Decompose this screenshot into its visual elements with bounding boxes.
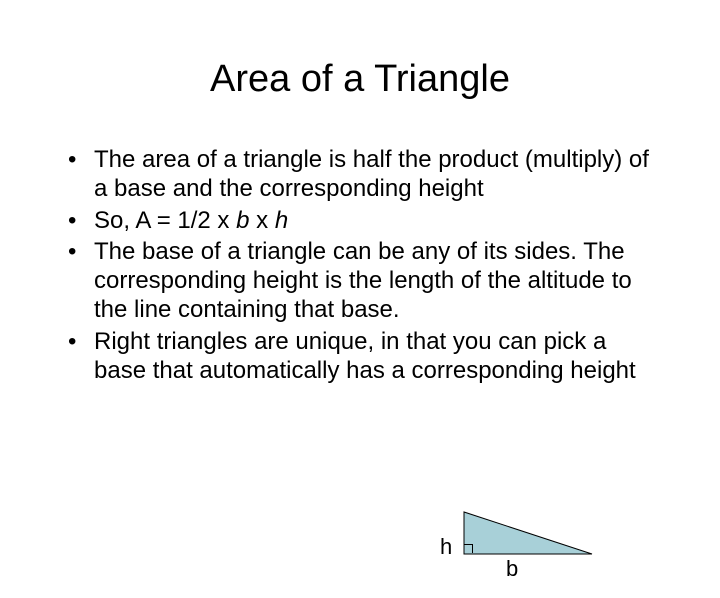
bullet-list: The area of a triangle is half the produ… xyxy=(68,145,660,385)
right-angle-icon xyxy=(464,544,473,553)
bullet-item: The base of a triangle can be any of its… xyxy=(68,237,660,325)
slide-content: The area of a triangle is half the produ… xyxy=(0,145,720,385)
triangle-polygon xyxy=(464,512,592,554)
height-label: h xyxy=(440,534,452,560)
bullet-item: The area of a triangle is half the produ… xyxy=(68,145,660,204)
triangle-diagram: h b xyxy=(440,510,600,568)
right-triangle-shape xyxy=(462,510,596,558)
base-label: b xyxy=(506,556,518,582)
bullet-item: Right triangles are unique, in that you … xyxy=(68,327,660,386)
bullet-item: So, A = 1/2 x b x h xyxy=(68,206,660,235)
slide-title: Area of a Triangle xyxy=(0,58,720,101)
